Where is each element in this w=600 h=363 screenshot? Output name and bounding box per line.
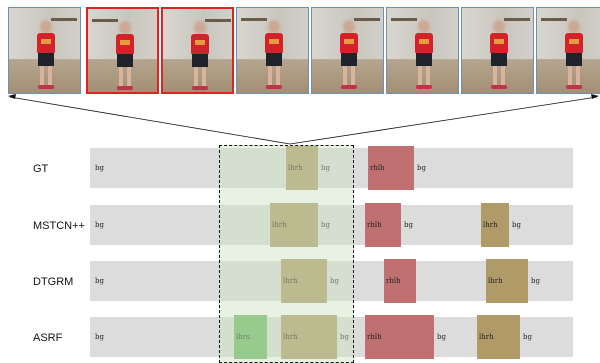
person-figure (37, 20, 55, 92)
method-label: DTGRM (33, 276, 74, 288)
background-label: bg (321, 221, 330, 229)
background-label: bg (531, 277, 540, 285)
background-label: bg (417, 164, 426, 172)
background-label: bg (340, 333, 349, 341)
segment-label: lhrh (479, 333, 494, 341)
segment-label: rhlh (370, 164, 385, 172)
background-label: bg (330, 277, 339, 285)
segment-label: rhlh (386, 277, 401, 285)
action-segment-lhrs (234, 315, 267, 359)
person-figure (265, 20, 283, 92)
background-label: bg (404, 221, 413, 229)
connector-left-arrowhead (8, 94, 16, 99)
method-label: MSTCN++ (33, 220, 85, 232)
person-figure (191, 21, 209, 92)
action-segment-rhlh (365, 315, 434, 359)
background-label: bg (437, 333, 446, 341)
background-label: bg (321, 164, 330, 172)
method-label: ASRF (33, 332, 63, 344)
person-figure (340, 20, 358, 92)
video-frame-strip (8, 0, 600, 97)
segment-label: lhrh (483, 221, 498, 229)
action-segment-lhrh (477, 315, 520, 359)
video-frame (536, 7, 600, 94)
segment-label: lhrs (236, 333, 250, 341)
connector-right-line (289, 96, 598, 145)
segment-label: lhrh (272, 221, 287, 229)
person-figure (490, 20, 508, 92)
video-frame (386, 7, 459, 94)
video-frame (311, 7, 384, 94)
action-segment-lhrh (270, 203, 318, 247)
background-label: bg (523, 333, 532, 341)
connector-right-arrowhead (591, 94, 599, 99)
action-segment-lhrh (281, 315, 337, 359)
segment-label: rhlh (367, 221, 382, 229)
background-label: bg (512, 221, 521, 229)
segmentation-bar (90, 148, 573, 188)
action-segment-rhlh (384, 259, 416, 303)
connector-left-line (9, 96, 291, 145)
frame-rail (504, 18, 530, 21)
frame-rail (51, 18, 77, 21)
background-label: bg (95, 333, 104, 341)
action-segment-lhrh (286, 146, 318, 190)
frame-rail (241, 18, 267, 21)
action-segment-rhlh (368, 146, 414, 190)
video-frame (86, 7, 159, 94)
background-label: bg (95, 221, 104, 229)
frame-rail (354, 18, 380, 21)
background-label: bg (95, 277, 104, 285)
segment-label: lhrh (283, 277, 298, 285)
segment-label: lhrh (283, 333, 298, 341)
action-segment-lhrh (481, 203, 509, 247)
video-frame (161, 7, 234, 94)
action-segment-lhrh (486, 259, 528, 303)
frame-rail (205, 19, 231, 22)
person-figure (116, 21, 134, 92)
action-segment-lhrh (281, 259, 327, 303)
video-frame (461, 7, 534, 94)
person-figure (415, 20, 433, 92)
action-segment-rhlh (365, 203, 401, 247)
video-frame (8, 7, 81, 94)
segment-label: rhlh (367, 333, 382, 341)
frame-rail (391, 18, 417, 21)
background-label: bg (95, 164, 104, 172)
frame-rail (92, 19, 118, 22)
frame-rail (541, 18, 567, 21)
segment-label: lhrh (488, 277, 503, 285)
method-label: GT (33, 163, 49, 175)
segment-label: lhrh (288, 164, 303, 172)
video-frame (236, 7, 309, 94)
person-figure (565, 20, 583, 92)
highlight-window (219, 145, 354, 363)
